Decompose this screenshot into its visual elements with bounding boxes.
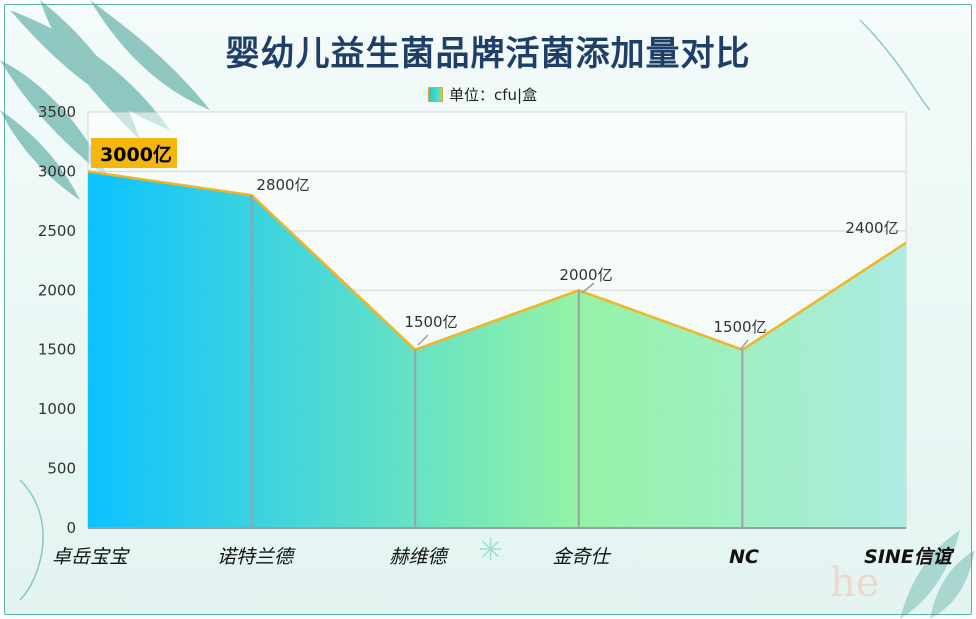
y-tick-label: 3000: [38, 162, 76, 180]
series-area: [88, 171, 906, 528]
y-tick-label: 2500: [38, 222, 76, 240]
data-label: 1500亿: [713, 318, 766, 336]
svg-text:✳: ✳: [478, 533, 503, 568]
data-label-highlight-box: [91, 138, 177, 168]
y-tick-label: 3500: [38, 103, 76, 121]
y-tick-label: 1000: [38, 400, 76, 418]
watermark: he: [830, 560, 880, 606]
y-tick-label: 2000: [38, 281, 76, 299]
data-label: 2800亿: [256, 176, 309, 194]
y-tick-label: 0: [66, 519, 76, 537]
data-label: 1500亿: [404, 313, 457, 331]
data-label: 3000亿: [100, 143, 172, 166]
y-tick-label: 500: [47, 460, 76, 478]
x-category-label: 诺特兰德: [217, 546, 296, 568]
label-leader-line: [417, 334, 429, 346]
data-label: 2000亿: [559, 266, 612, 284]
data-label: 2400亿: [845, 219, 898, 237]
x-category-label: 金奇仕: [552, 546, 611, 568]
label-leader-line: [581, 282, 595, 294]
x-category-label: 赫维德: [389, 546, 449, 568]
label-leader-line: [739, 339, 749, 351]
chart-title: 婴幼儿益生菌品牌活菌添加量对比: [225, 34, 751, 74]
legend: 单位：cfu|盒: [428, 84, 537, 104]
legend-label: 单位：cfu|盒: [449, 85, 538, 104]
y-tick-label: 1500: [38, 341, 76, 359]
x-category-label: NC: [729, 546, 759, 568]
x-category-label: SINE信谊: [864, 546, 955, 568]
legend-swatch: [428, 86, 443, 102]
series-line: [87, 170, 907, 352]
x-category-label: 卓岳宝宝: [52, 546, 130, 568]
